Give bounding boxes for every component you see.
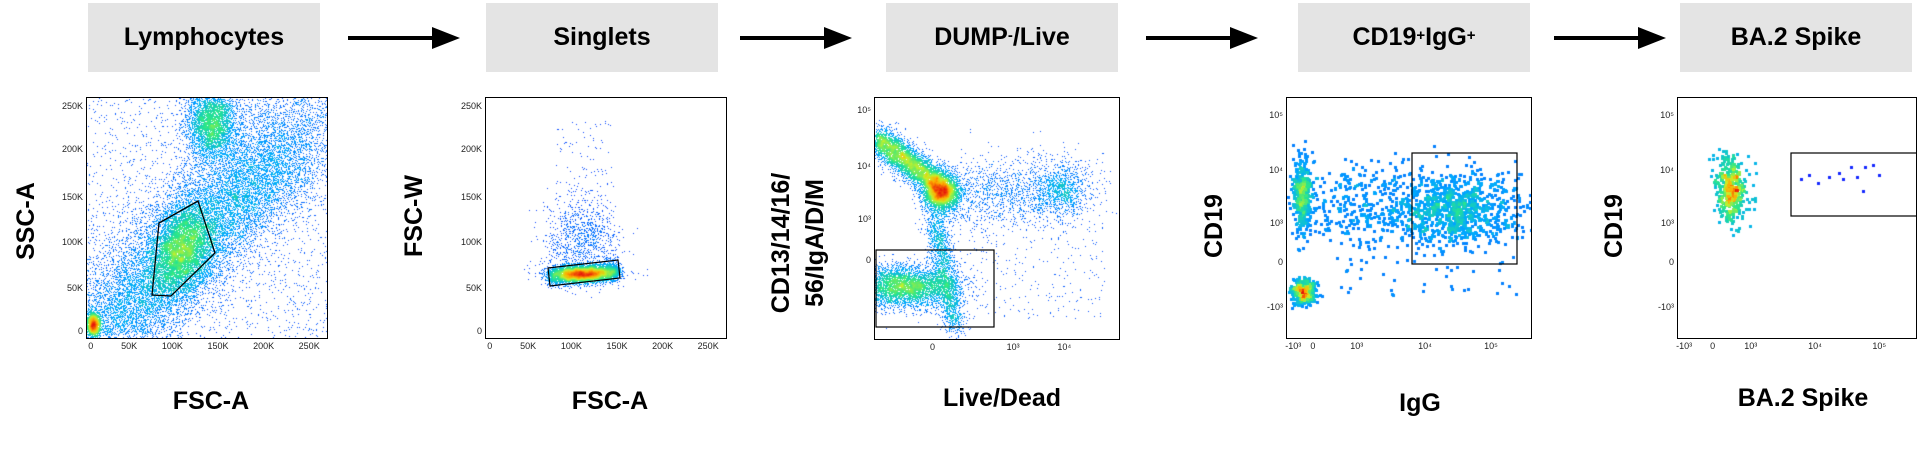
tick-label: 200K: [253, 341, 275, 351]
x-axis-label: Live/Dead: [942, 384, 1062, 412]
tick-label: 10⁵: [1660, 110, 1674, 121]
tick-label: -10³: [1266, 302, 1283, 313]
tick-label: 10⁴: [857, 160, 871, 171]
arrow-right-icon: [348, 27, 460, 49]
x-axis-label: IgG: [1399, 389, 1441, 417]
tick-label: 250K: [460, 100, 482, 111]
x-axis-label: BA.2 Spike: [1737, 384, 1869, 412]
y-axis-label: SSC-A: [12, 182, 40, 260]
tick-label: 200K: [652, 341, 674, 351]
tick-label: 0: [865, 254, 871, 265]
tick-label: 250K: [61, 100, 83, 111]
gate-cd19-igg: [1411, 152, 1518, 265]
tick-label: 200K: [460, 143, 482, 154]
tick-label: 10³: [1006, 342, 1020, 352]
tick-label: 0: [1310, 341, 1316, 351]
arrow-right-icon: [1146, 27, 1258, 49]
tick-label: 150K: [460, 191, 482, 202]
tick-label: 0: [476, 326, 482, 337]
gate-lymphocytes: [151, 200, 216, 297]
tick-label: 150K: [606, 341, 628, 351]
tick-label: 50K: [121, 341, 138, 351]
tick-label: 0: [77, 326, 83, 337]
gate-title-cd19-igg: CD19 + IgG +: [1298, 3, 1530, 72]
gate-title-lymphocytes: Lymphocytes: [88, 3, 320, 72]
arrow-right-icon: [740, 27, 852, 49]
tick-label: 150K: [207, 341, 229, 351]
gate-title-dump-live: DUMP -/Live: [886, 3, 1118, 72]
tick-label: 10⁵: [1269, 110, 1283, 121]
tick-label: 0: [88, 341, 94, 351]
tick-label: 50K: [520, 341, 537, 351]
gate-title-ba2-spike: BA.2 Spike: [1680, 3, 1912, 72]
tick-label: 10⁵: [1484, 341, 1498, 351]
tick-label: 10⁴: [1418, 341, 1433, 351]
y-axis-label: CD19: [1600, 194, 1628, 258]
tick-label: 10⁴: [1269, 165, 1283, 176]
plot-lymphocytes: [86, 97, 328, 339]
y-axis-label: FSC-W: [400, 175, 428, 257]
tick-label: 0: [1710, 341, 1716, 351]
tick-label: 0: [930, 342, 936, 352]
x-axis-label: FSC-A: [571, 387, 649, 415]
gate-ba2-spike: [1790, 152, 1916, 217]
tick-label: -10³: [1285, 341, 1302, 351]
y-axis-label: CD13/14/16/56/IgA/D/M: [767, 172, 829, 314]
tick-label: -10³: [1676, 341, 1693, 351]
tick-label: 100K: [460, 237, 482, 248]
tick-label: 10⁴: [1057, 342, 1072, 352]
tick-label: 100K: [61, 237, 83, 248]
arrow-right-icon: [1554, 27, 1666, 49]
gate-title-singlets: Singlets: [486, 3, 718, 72]
tick-label: 0: [1277, 256, 1283, 267]
tick-label: 10⁴: [1808, 341, 1822, 351]
y-axis-label: CD19: [1200, 194, 1228, 258]
tick-label: 10³: [1350, 341, 1364, 351]
tick-label: 10⁴: [1660, 165, 1674, 176]
gate-singlets: [547, 259, 621, 287]
tick-label: 100K: [161, 341, 183, 351]
plot-cd19-igg: [1286, 97, 1532, 339]
tick-label: 100K: [560, 341, 582, 351]
plot-singlets: [485, 97, 727, 339]
tick-label: 150K: [61, 191, 83, 202]
tick-label: 250K: [298, 341, 320, 351]
plot-ba2-spike: [1677, 97, 1917, 339]
gate-dump-live: [875, 249, 995, 328]
tick-label: -10³: [1657, 302, 1674, 313]
tick-label: 50K: [66, 283, 83, 293]
tick-label: 10³: [1744, 341, 1758, 351]
x-axis-label: FSC-A: [172, 387, 250, 415]
tick-label: 0: [487, 341, 493, 351]
tick-label: 10⁵: [857, 105, 871, 116]
tick-label: 10³: [857, 213, 871, 224]
tick-label: 200K: [61, 143, 83, 154]
plot-dump-live: [874, 97, 1120, 340]
tick-label: 0: [1668, 256, 1674, 267]
tick-label: 10³: [1269, 218, 1283, 229]
tick-label: 10⁵: [1872, 341, 1887, 351]
tick-label: 250K: [697, 341, 719, 351]
tick-label: 50K: [465, 283, 482, 293]
tick-label: 10³: [1660, 218, 1674, 229]
